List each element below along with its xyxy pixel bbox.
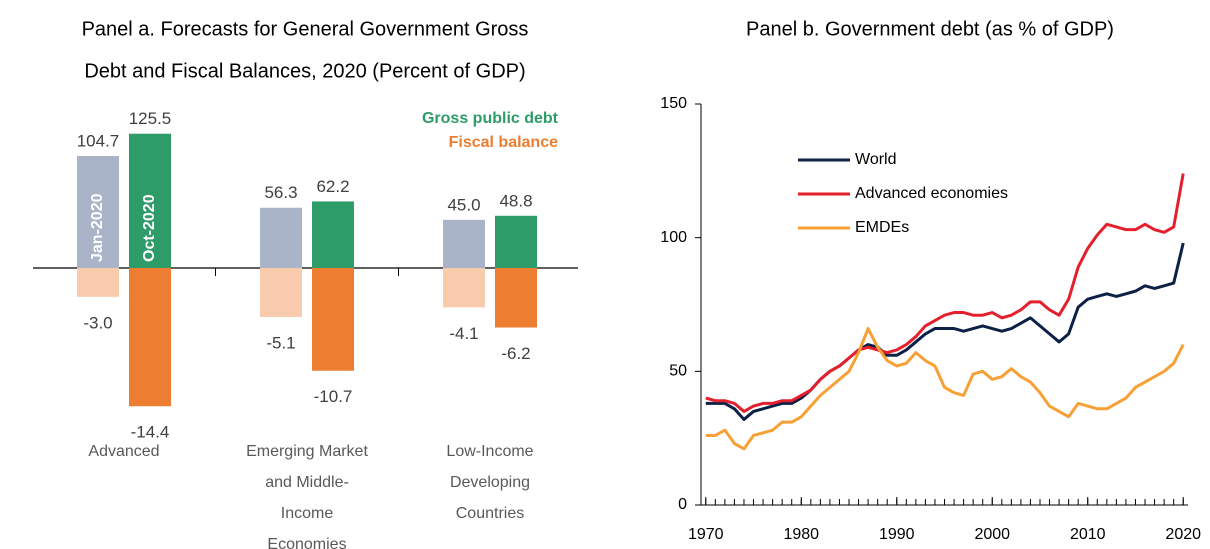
legend-label: Advanced economies [855,185,1008,202]
value-label: -4.1 [449,324,478,343]
value-label: -6.2 [501,344,530,363]
bar [77,268,119,297]
y-tick-label: 150 [660,95,687,112]
value-label: 125.5 [129,109,172,128]
value-label: 48.8 [499,191,532,210]
bar [495,215,537,268]
x-tick-label: Developing [450,474,530,491]
bar [129,133,171,268]
x-tick-label: 2020 [1165,526,1201,543]
bar [129,268,171,407]
bar [443,219,485,268]
line [705,242,1185,421]
bar [77,155,119,268]
value-label: 45.0 [447,195,480,214]
value-label: 56.3 [264,183,297,202]
x-tick-label: and Middle- [265,474,349,491]
x-tick-label: 1990 [879,526,915,543]
chart-title: Debt and Fiscal Balances, 2020 (Percent … [84,60,525,82]
x-tick-label: 2010 [1070,526,1106,543]
x-tick-label: Advanced [88,443,159,460]
x-tick-label: Low-Income [446,443,533,460]
bar [495,268,537,328]
bar [312,268,354,371]
bar [312,201,354,268]
value-label: -5.1 [266,333,295,352]
bar [443,268,485,308]
x-tick-label: Emerging Market [246,443,368,460]
y-tick-label: 100 [660,229,687,246]
x-tick-label: Income [281,505,334,522]
x-tick-label: Economies [267,536,346,549]
series-label: Jan-2020 [89,193,106,262]
legend-label: Fiscal balance [449,134,558,151]
line [705,173,1185,413]
y-tick-label: 50 [669,363,687,380]
chart-title: Panel a. Forecasts for General Governmen… [82,18,529,40]
bar [260,207,302,268]
legend-label: World [855,151,897,168]
x-tick-label: 1980 [783,526,819,543]
line [705,327,1185,451]
value-label: -14.4 [131,423,170,442]
x-tick-label: 1970 [688,526,724,543]
chart-title: Panel b. Government debt (as % of GDP) [746,18,1114,40]
x-tick-label: 2000 [974,526,1010,543]
y-tick-label: 0 [678,496,687,513]
bar [260,268,302,317]
series-label: Oct-2020 [141,194,158,262]
value-label: 62.2 [316,177,349,196]
legend-label: Gross public debt [422,110,559,127]
value-label: -3.0 [83,313,112,332]
x-tick-label: Countries [456,505,524,522]
value-label: 104.7 [77,131,120,150]
legend-label: EMDEs [855,219,909,236]
value-label: -10.7 [314,387,353,406]
